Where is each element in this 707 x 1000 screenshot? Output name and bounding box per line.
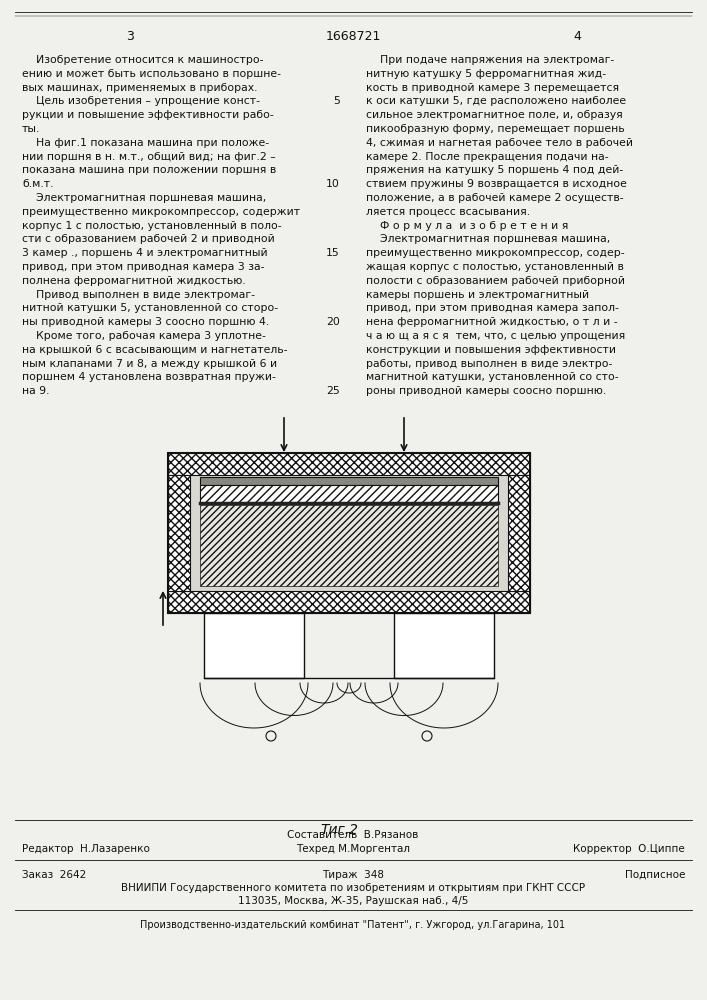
Text: кость в приводной камере 3 перемещается: кость в приводной камере 3 перемещается [366,83,619,93]
Text: полнена ферромагнитной жидкостью.: полнена ферромагнитной жидкостью. [22,276,246,286]
Text: камере 2. После прекращения подачи на-: камере 2. После прекращения подачи на- [366,152,609,162]
Text: Редактор  Н.Лазаренко: Редактор Н.Лазаренко [22,844,150,854]
Text: 10: 10 [326,179,340,189]
Text: ению и может быть использовано в поршне-: ению и может быть использовано в поршне- [22,69,281,79]
Text: Кроме того, рабочая камера 3 уплотне-: Кроме того, рабочая камера 3 уплотне- [22,331,266,341]
FancyBboxPatch shape [200,505,498,586]
Text: На фиг.1 показана машина при положе-: На фиг.1 показана машина при положе- [22,138,269,148]
Bar [200,477,498,485]
Text: магнитной катушки, установленной со сто-: магнитной катушки, установленной со сто- [366,372,619,382]
FancyBboxPatch shape [190,475,508,591]
Text: корпус 1 с полостью, установленный в поло-: корпус 1 с полостью, установленный в пол… [22,221,281,231]
Text: камеры поршень и электромагнитный: камеры поршень и электромагнитный [366,290,589,300]
Text: 113035, Москва, Ж-35, Раушская наб., 4/5: 113035, Москва, Ж-35, Раушская наб., 4/5 [238,896,468,906]
Text: Производственно-издательский комбинат "Патент", г. Ужгород, ул.Гагарина, 101: Производственно-издательский комбинат "П… [141,920,566,930]
Text: Привод выполнен в виде электромаг-: Привод выполнен в виде электромаг- [22,290,255,300]
Text: на 9.: на 9. [22,386,49,396]
Text: б.м.т.: б.м.т. [22,179,54,189]
Text: При подаче напряжения на электромаг-: При подаче напряжения на электромаг- [366,55,614,65]
Text: Тираж  348: Тираж 348 [322,870,384,880]
Text: нитной катушки 5, установленной со сторо-: нитной катушки 5, установленной со сторо… [22,303,278,313]
Text: преимущественно микрокомпрессор, содержит: преимущественно микрокомпрессор, содержи… [22,207,300,217]
Text: ны приводной камеры 3 соосно поршню 4.: ны приводной камеры 3 соосно поршню 4. [22,317,269,327]
Text: Изобретение относится к машиностро-: Изобретение относится к машиностро- [22,55,264,65]
Text: привод, при этом приводная камера 3 за-: привод, при этом приводная камера 3 за- [22,262,264,272]
Text: пряжения на катушку 5 поршень 4 под дей-: пряжения на катушку 5 поршень 4 под дей- [366,165,624,175]
Text: 3: 3 [126,30,134,43]
Text: ты.: ты. [22,124,40,134]
Text: 3 камер ., поршень 4 и электромагнитный: 3 камер ., поршень 4 и электромагнитный [22,248,268,258]
Text: рукции и повышение эффективности рабо-: рукции и повышение эффективности рабо- [22,110,274,120]
Text: преимущественно микрокомпрессор, содер-: преимущественно микрокомпрессор, содер- [366,248,624,258]
Text: 1668721: 1668721 [325,30,380,43]
FancyBboxPatch shape [204,613,304,678]
Text: ВНИИПИ Государственного комитета по изобретениям и открытиям при ГКНТ СССР: ВНИИПИ Государственного комитета по изоб… [121,883,585,893]
Text: нитную катушку 5 ферромагнитная жид-: нитную катушку 5 ферромагнитная жид- [366,69,606,79]
Bar [168,453,530,613]
Text: 5: 5 [333,96,340,106]
Text: 15: 15 [326,248,340,258]
Text: ч а ю щ а я с я  тем, что, с целью упрощения: ч а ю щ а я с я тем, что, с целью упроще… [366,331,625,341]
Bar [200,485,498,503]
Text: поршнем 4 установлена возвратная пружи-: поршнем 4 установлена возвратная пружи- [22,372,276,382]
Text: Заказ  2642: Заказ 2642 [22,870,86,880]
Text: сти с образованием рабочей 2 и приводной: сти с образованием рабочей 2 и приводной [22,234,275,244]
Text: Электромагнитная поршневая машина,: Электромагнитная поршневая машина, [22,193,267,203]
FancyBboxPatch shape [394,613,494,678]
Text: Τиг.2: Τиг.2 [320,823,358,837]
Text: привод, при этом приводная камера запол-: привод, при этом приводная камера запол- [366,303,619,313]
Text: Подписное: Подписное [624,870,685,880]
Text: 20: 20 [326,317,340,327]
Text: работы, привод выполнен в виде электро-: работы, привод выполнен в виде электро- [366,359,612,369]
Text: показана машина при положении поршня в: показана машина при положении поршня в [22,165,276,175]
Text: ным клапанами 7 и 8, а между крышкой 6 и: ным клапанами 7 и 8, а между крышкой 6 и [22,359,277,369]
Text: нии поршня в н. м.т., общий вид; на фиг.2 –: нии поршня в н. м.т., общий вид; на фиг.… [22,152,276,162]
Text: Техред М.Моргентал: Техред М.Моргентал [296,844,410,854]
Text: Цель изобретения – упрощение конст-: Цель изобретения – упрощение конст- [22,96,260,106]
Text: нена ферромагнитной жидкостью, о т л и -: нена ферромагнитной жидкостью, о т л и - [366,317,618,327]
Text: положение, а в рабочей камере 2 осуществ-: положение, а в рабочей камере 2 осуществ… [366,193,624,203]
Text: 25: 25 [326,386,340,396]
Text: 4, сжимая и нагнетая рабочее тело в рабочей: 4, сжимая и нагнетая рабочее тело в рабо… [366,138,633,148]
Text: 4: 4 [573,30,581,43]
Text: ствием пружины 9 возвращается в исходное: ствием пружины 9 возвращается в исходное [366,179,627,189]
Text: пикообразную форму, перемещает поршень: пикообразную форму, перемещает поршень [366,124,624,134]
Text: к оси катушки 5, где расположено наиболее: к оси катушки 5, где расположено наиболе… [366,96,626,106]
Text: жащая корпус с полостью, установленный в: жащая корпус с полостью, установленный в [366,262,624,272]
Text: Корректор  О.Циппе: Корректор О.Циппе [573,844,685,854]
Text: Ф о р м у л а  и з о б р е т е н и я: Ф о р м у л а и з о б р е т е н и я [366,221,568,231]
FancyBboxPatch shape [168,591,530,613]
Text: на крышкой 6 с всасывающим и нагнетатель-: на крышкой 6 с всасывающим и нагнетатель… [22,345,288,355]
Text: Составитель  В.Рязанов: Составитель В.Рязанов [287,830,419,840]
Text: полости с образованием рабочей приборной: полости с образованием рабочей приборной [366,276,625,286]
Text: вых машинах, применяемых в приборах.: вых машинах, применяемых в приборах. [22,83,257,93]
Text: сильное электромагнитное поле, и, образуя: сильное электромагнитное поле, и, образу… [366,110,623,120]
FancyBboxPatch shape [168,475,190,591]
FancyBboxPatch shape [168,453,530,475]
Text: конструкции и повышения эффективности: конструкции и повышения эффективности [366,345,616,355]
FancyBboxPatch shape [508,475,530,591]
Text: ляется процесс всасывания.: ляется процесс всасывания. [366,207,530,217]
Text: роны приводной камеры соосно поршню.: роны приводной камеры соосно поршню. [366,386,606,396]
Text: Электромагнитная поршневая машина,: Электромагнитная поршневая машина, [366,234,610,244]
